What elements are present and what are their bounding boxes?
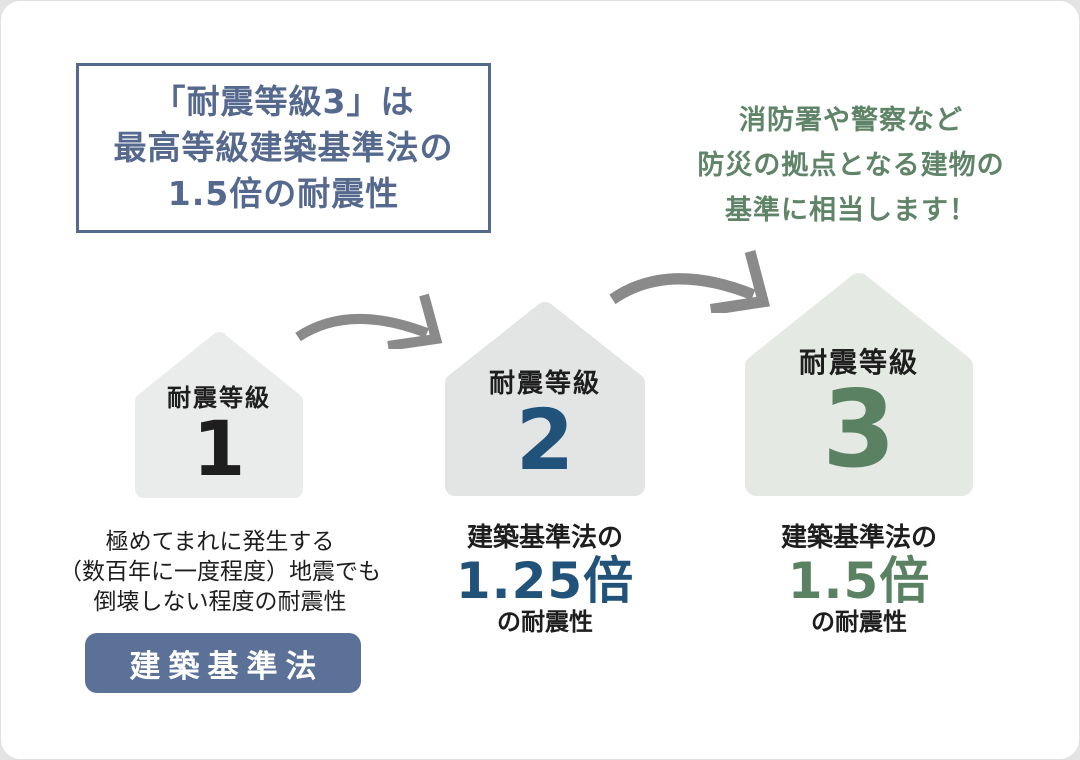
grade2-strength-multiplier: 1.25倍: [455, 552, 635, 610]
grade1-description-line-3: 倒壊しない程度の耐震性: [93, 589, 347, 615]
curved-arrow-icon: [609, 250, 771, 313]
grade-label: 耐震等級: [488, 368, 601, 399]
title-line-1: 「耐震等級3」は: [152, 82, 415, 121]
house-grade-3: 耐震等級 3: [745, 273, 973, 496]
grade2-strength-prefix: 建築基準法の: [466, 523, 623, 553]
title-line-3: 1.5倍の耐震性: [167, 174, 400, 213]
building-standards-law-badge: 建築基準法: [85, 633, 361, 693]
title-line-2: 最高等級建築基準法の: [113, 128, 454, 167]
grade-number: 1: [192, 404, 246, 494]
grade3-callout: 消防署や警察など 防災の拠点となる建物の 基準に相当します！: [641, 98, 1061, 233]
grade3-strength: 建築基準法の 1.5倍 の耐震性: [719, 521, 999, 637]
grade-number: 2: [515, 390, 575, 489]
grade2-strength: 建築基準法の 1.25倍 の耐震性: [405, 521, 685, 637]
house-grade-2: 耐震等級 2: [445, 302, 645, 496]
house-grade-1-content: 耐震等級 1: [135, 383, 303, 494]
callout-line-1: 消防署や警察など: [739, 105, 963, 136]
grade1-description-line-1: 極めてまれに発生する: [105, 529, 335, 555]
grade-label: 耐震等級: [798, 346, 919, 380]
house-icon: [745, 273, 973, 496]
house-grade-1: 耐震等級 1: [135, 332, 303, 498]
grade2-strength-suffix: の耐震性: [497, 608, 593, 636]
callout-line-3: 基準に相当します！: [725, 195, 977, 226]
house-icon: [135, 332, 303, 498]
house-grade-2-content: 耐震等級 2: [445, 368, 645, 489]
title-box: 「耐震等級3」は 最高等級建築基準法の 1.5倍の耐震性: [76, 63, 491, 233]
grade3-strength-suffix: の耐震性: [811, 608, 907, 636]
grade3-strength-prefix: 建築基準法の: [780, 523, 937, 553]
house-grade-3-content: 耐震等級 3: [745, 345, 973, 492]
grade-number: 3: [822, 368, 896, 492]
callout-line-2: 防災の拠点となる建物の: [697, 150, 1005, 181]
grade3-strength-multiplier: 1.5倍: [787, 552, 931, 610]
grade-label: 耐震等級: [167, 383, 271, 412]
grade1-description: 極めてまれに発生する （数百年に一度程度）地震でも 倒壊しない程度の耐震性: [59, 527, 381, 617]
house-icon: [445, 302, 645, 496]
curved-arrow-icon: [295, 293, 443, 349]
grade1-description-line-2: （数百年に一度程度）地震でも: [59, 559, 381, 585]
